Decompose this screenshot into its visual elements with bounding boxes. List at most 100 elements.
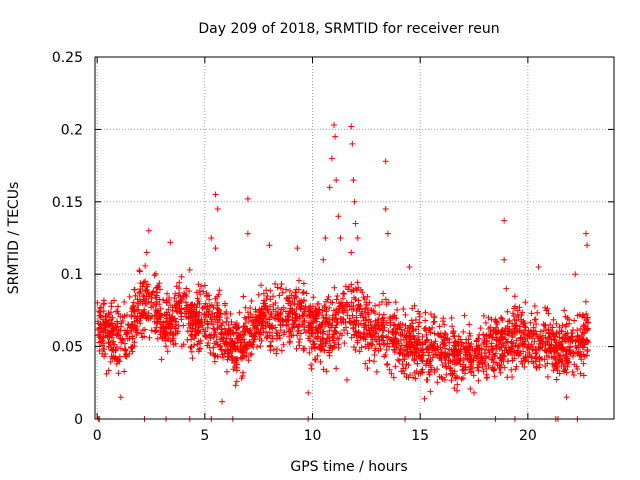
data-point — [310, 294, 317, 301]
data-point — [427, 343, 434, 350]
data-point — [502, 325, 509, 332]
data-point — [165, 322, 172, 329]
data-point — [509, 357, 516, 364]
data-point — [270, 301, 277, 308]
data-point — [545, 310, 552, 317]
data-point — [498, 362, 505, 368]
data-point — [303, 313, 310, 320]
data-point — [434, 379, 441, 386]
data-point — [478, 354, 485, 361]
y-tick-label: 0.2 — [61, 122, 83, 138]
data-point — [531, 316, 538, 323]
data-point — [584, 326, 591, 333]
data-point — [406, 328, 413, 335]
data-point — [402, 365, 409, 372]
data-point — [398, 326, 405, 333]
data-point — [431, 313, 438, 320]
data-point — [331, 339, 338, 346]
data-point — [315, 333, 322, 340]
data-point — [318, 346, 325, 353]
outlier-point — [584, 242, 591, 249]
data-point — [207, 349, 214, 356]
data-point — [548, 335, 555, 342]
data-point — [173, 301, 180, 308]
data-point — [299, 312, 306, 319]
data-point — [194, 301, 201, 308]
data-point — [96, 347, 103, 354]
data-point — [96, 312, 103, 319]
data-point — [353, 314, 360, 321]
data-point — [211, 340, 218, 347]
data-point — [559, 322, 566, 329]
data-point — [181, 306, 188, 313]
data-point — [396, 357, 403, 364]
data-point — [425, 344, 432, 351]
data-point — [332, 311, 339, 318]
data-point — [489, 334, 496, 341]
data-point — [286, 288, 293, 295]
data-point — [205, 312, 212, 319]
data-point — [236, 334, 243, 341]
y-tick-label: 0.25 — [52, 50, 83, 66]
data-point — [123, 353, 130, 360]
data-point — [172, 290, 179, 297]
data-point — [248, 297, 255, 304]
data-point — [368, 307, 375, 314]
data-point — [372, 345, 379, 352]
data-point — [397, 345, 404, 352]
data-point — [343, 324, 350, 331]
data-point — [320, 315, 327, 322]
data-point — [427, 329, 434, 336]
data-point — [215, 309, 222, 316]
data-point — [344, 330, 351, 337]
data-point — [117, 327, 124, 334]
data-point — [524, 330, 531, 337]
data-point — [247, 351, 254, 358]
data-point — [108, 303, 115, 310]
data-point — [470, 372, 477, 379]
data-point — [145, 310, 152, 317]
data-point — [263, 328, 270, 335]
data-point — [568, 350, 575, 357]
outlier-point — [503, 285, 510, 292]
data-point — [225, 350, 232, 357]
data-point — [414, 340, 421, 347]
data-point — [422, 309, 429, 316]
data-point — [513, 363, 520, 370]
data-point — [488, 316, 495, 323]
data-point — [321, 304, 328, 311]
data-point — [521, 363, 528, 370]
data-point — [121, 340, 128, 347]
data-point — [274, 305, 281, 312]
data-point — [189, 331, 196, 338]
data-point — [111, 341, 118, 348]
data-point — [448, 377, 455, 384]
data-point — [238, 375, 245, 382]
data-points — [94, 122, 592, 422]
outlier-point — [186, 266, 193, 273]
y-tick-label: 0 — [74, 412, 83, 428]
data-point — [466, 330, 473, 337]
axis-ticks — [95, 56, 614, 420]
data-point — [100, 334, 107, 341]
data-point — [530, 331, 537, 338]
data-point — [187, 312, 194, 319]
data-point — [246, 338, 253, 345]
outlier-point — [384, 230, 391, 237]
outlier-point — [382, 158, 389, 165]
data-point — [373, 330, 380, 337]
data-point — [296, 336, 303, 343]
data-point — [361, 331, 368, 338]
data-point — [131, 318, 138, 325]
data-point — [260, 310, 267, 317]
data-point — [323, 368, 330, 375]
data-point — [542, 362, 549, 369]
data-point — [571, 317, 578, 324]
data-point — [405, 362, 412, 369]
data-point — [422, 324, 429, 331]
data-point — [453, 347, 460, 354]
data-point — [482, 319, 489, 326]
data-point — [473, 337, 480, 344]
data-point — [260, 300, 267, 307]
